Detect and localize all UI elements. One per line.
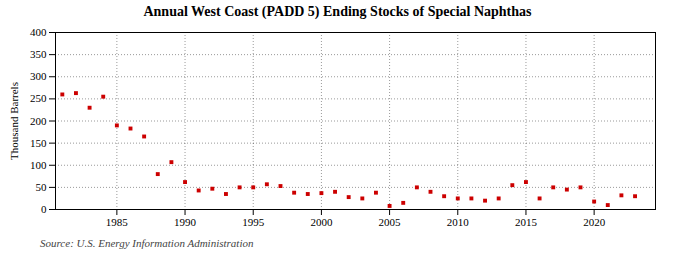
svg-text:2020: 2020 [583,216,606,228]
svg-text:1995: 1995 [242,216,265,228]
svg-text:Thousand Barrels: Thousand Barrels [8,82,20,160]
svg-text:300: 300 [30,70,47,82]
html-text:Source: U.S. Energy Informatio: Source: U.S. Energy Information Administ… [40,237,254,249]
svg-text:50: 50 [36,181,48,193]
svg-text:2000: 2000 [310,216,333,228]
svg-text:2005: 2005 [379,216,402,228]
svg-text:200: 200 [30,115,47,127]
svg-text:2015: 2015 [515,216,538,228]
svg-text:400: 400 [30,26,47,38]
svg-text:150: 150 [30,137,47,149]
svg-text:1985: 1985 [106,216,129,228]
svg-text:0: 0 [41,203,47,215]
svg-text:1990: 1990 [174,216,197,228]
svg-text:350: 350 [30,48,47,60]
svg-text:2010: 2010 [447,216,470,228]
svg-text:250: 250 [30,92,47,104]
svg-text:100: 100 [30,159,47,171]
html-text:Annual West Coast (PADD 5) End: Annual West Coast (PADD 5) Ending Stocks… [143,4,532,19]
